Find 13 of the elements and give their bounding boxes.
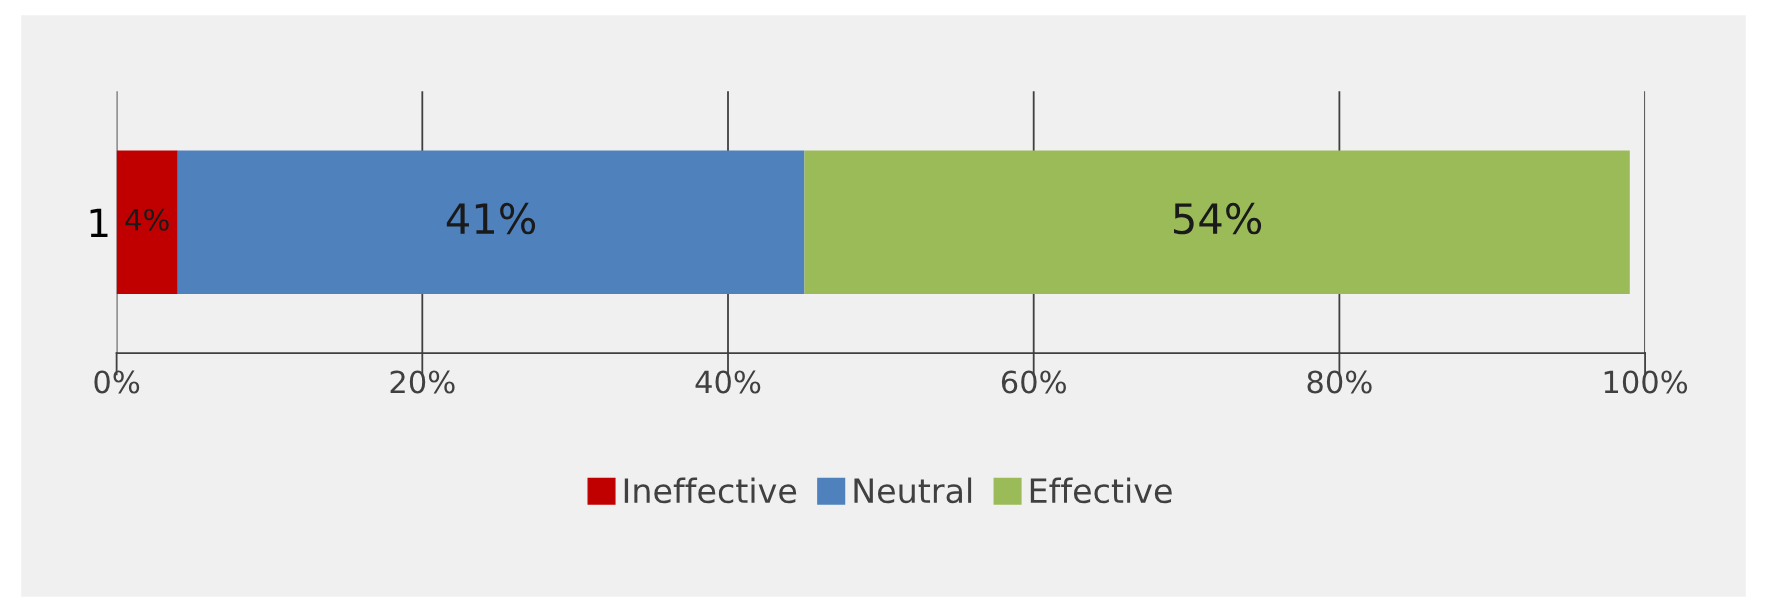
x-tick-label: 100% — [1604, 370, 1688, 394]
legend-label: Neutral — [854, 477, 972, 504]
legend-label: Ineffective — [624, 477, 797, 504]
y-tick-label: 1 — [90, 208, 108, 238]
legend-label: Effective — [1030, 477, 1172, 504]
x-tick-label: 80% — [1307, 370, 1372, 394]
x-tick-label: 0% — [94, 370, 140, 394]
data-label: 4% — [125, 208, 169, 231]
x-tick-label: 20% — [390, 370, 455, 394]
x-tick-label: 40% — [695, 370, 761, 394]
data-label: 54% — [1174, 202, 1262, 235]
x-tick-label: 60% — [1001, 370, 1066, 394]
data-label: 41% — [446, 202, 536, 235]
